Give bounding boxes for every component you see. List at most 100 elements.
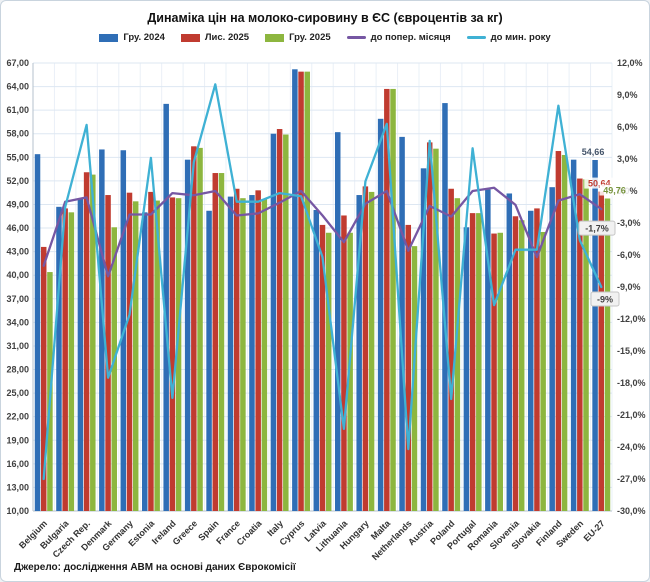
bar [197,147,203,511]
svg-text:25,00: 25,00 [6,388,29,398]
data-label-bg [578,145,609,157]
bar [304,71,311,511]
bar [313,209,320,511]
svg-text:40,00: 40,00 [6,270,29,280]
svg-text:22,00: 22,00 [6,412,29,422]
bar [240,198,246,511]
y-axis-right-labels: 12,0%9,0%6,0%3,0%0,0%-3,0%-6,0%-9,0%-12,… [617,58,646,516]
bar [154,200,160,511]
svg-text:67,00: 67,00 [6,58,29,68]
bar [534,208,540,511]
svg-text:-9%: -9% [597,295,613,305]
bar [497,232,504,511]
legend-label: до попер. місяця [370,32,451,43]
svg-text:-3,0%: -3,0% [617,218,641,228]
svg-text:58,00: 58,00 [6,129,29,139]
bar [319,224,326,512]
svg-text:12,0%: 12,0% [617,58,643,68]
svg-text:31,00: 31,00 [6,341,29,351]
bar [111,227,118,511]
svg-text:49,00: 49,00 [6,199,29,209]
bar [347,232,353,511]
bar [368,191,375,511]
bar [68,212,75,512]
bar [298,71,304,511]
bar [592,159,598,511]
bar [527,210,534,511]
bar [34,154,41,511]
bar [405,224,412,512]
line-series-2 [42,83,603,481]
bar [283,134,289,511]
svg-text:46,00: 46,00 [6,223,29,233]
bar [227,196,234,512]
svg-text:28,00: 28,00 [6,365,29,375]
bar [40,246,47,512]
bar [390,88,396,512]
svg-text:-12,0%: -12,0% [617,314,646,324]
bar [518,220,525,511]
chart-legend: Гру. 2024 Лис. 2025 Гру. 2025 до попер. … [1,32,649,43]
bar [399,136,405,511]
svg-text:13,00: 13,00 [6,482,29,492]
bar-series-1 [34,69,598,512]
bar [485,189,491,511]
svg-text:-27,0%: -27,0% [617,474,646,484]
svg-text:-15,0%: -15,0% [617,346,646,356]
svg-text:-6,0%: -6,0% [617,250,641,260]
bar [583,179,589,511]
bar [341,215,347,512]
bar [448,188,454,511]
svg-text:54,66: 54,66 [582,147,605,157]
bar [175,198,182,511]
bar [249,195,255,511]
data-label-box [590,291,620,307]
svg-text:-24,0%: -24,0% [617,442,646,452]
bar [426,142,433,511]
bar [454,198,461,511]
bar [469,213,476,511]
data-label-box [578,220,616,236]
bar [420,168,427,511]
legend-label: Гру. 2025 [289,32,331,43]
bar [270,133,277,511]
bar-series-2 [40,71,605,512]
bar [83,172,90,511]
svg-text:16,00: 16,00 [6,459,29,469]
svg-text:Croatia: Croatia [235,518,265,548]
svg-text:3,0%: 3,0% [617,154,638,164]
bar [276,129,283,511]
bar [384,88,390,512]
bar [292,69,298,511]
svg-text:34,00: 34,00 [6,317,29,327]
legend-item-nov-2025: Лис. 2025 [180,32,249,43]
bar [577,178,583,511]
legend-swatch-green [265,33,285,42]
bar [476,213,482,511]
bar [261,198,268,511]
svg-text:10,00: 10,00 [6,506,29,516]
bar [105,195,111,511]
bar [218,173,225,511]
bar [99,149,105,511]
svg-text:52,00: 52,00 [6,176,29,186]
bar [549,187,555,512]
bar [442,103,448,511]
svg-text:55,00: 55,00 [6,152,29,162]
svg-text:19,00: 19,00 [6,435,29,445]
bar [362,186,369,511]
line-series-1 [42,186,603,278]
legend-item-month-change: до попер. місяця [346,32,451,43]
data-label-bg [584,177,615,189]
bar [206,210,212,511]
svg-text:49,76: 49,76 [603,186,626,196]
bar [356,195,362,511]
svg-text:-21,0%: -21,0% [617,410,646,420]
bar [212,173,219,511]
bar [77,198,84,511]
bar [255,190,261,512]
svg-text:EU-27: EU-27 [582,518,607,543]
svg-text:50,64: 50,64 [588,179,611,189]
svg-text:6,0%: 6,0% [617,122,638,132]
